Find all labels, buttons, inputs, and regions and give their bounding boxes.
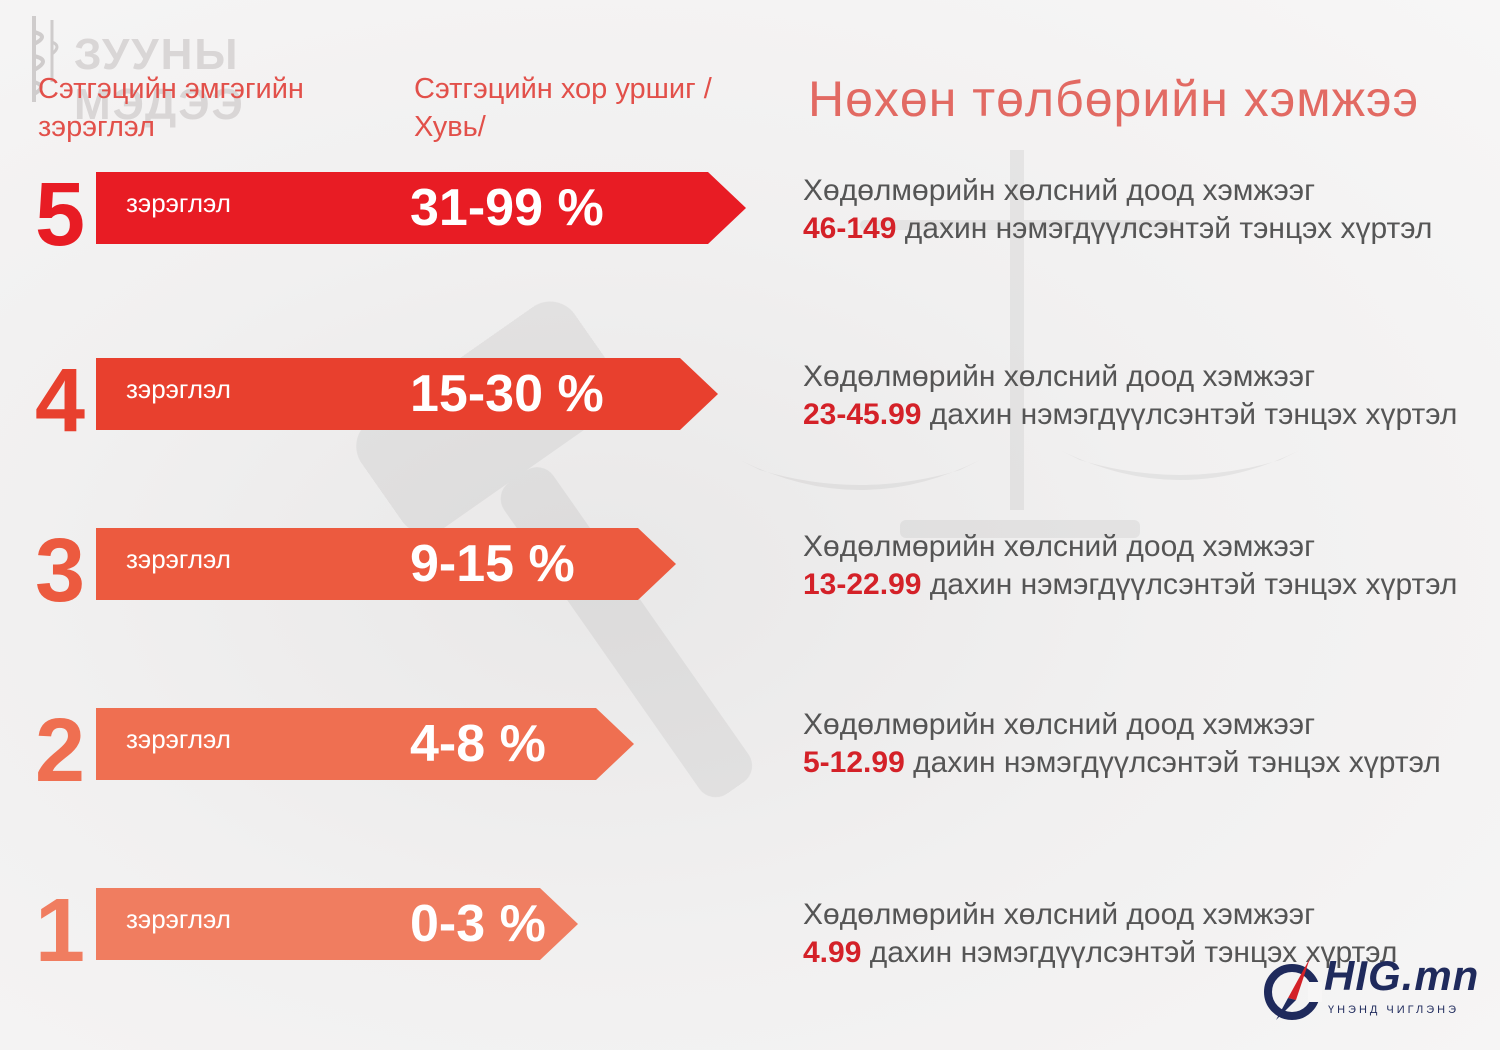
- logo-subtitle: ҮНЭНД ЧИГЛЭНЭ: [1328, 1004, 1459, 1016]
- description-line: Хөдөлмөрийн хөлсний доод хэмжээг: [803, 708, 1316, 741]
- description-line: Хөдөлмөрийн хөлсний доод хэмжээг: [803, 530, 1316, 563]
- description-line: 46-149 дахин нэмэгдүүлсэнтэй тэнцэх хүрт…: [803, 210, 1432, 248]
- level-label: зэрэглэл: [126, 374, 231, 404]
- arrow-shape: [96, 172, 746, 244]
- level-arrow: зэрэглэл 15-30 %: [96, 358, 718, 430]
- compensation-description: Хөдөлмөрийн хөлсний доод хэмжээг 23-45.99…: [803, 358, 1457, 434]
- arrow-shape: [96, 708, 634, 780]
- description-rest: дахин нэмэгдүүлсэнтэй тэнцэх хүртэл: [904, 746, 1441, 779]
- description-line: Хөдөлмөрийн хөлсний доод хэмжээг: [803, 898, 1316, 931]
- arrow-shape: [96, 888, 578, 960]
- harm-percent: 31-99 %: [410, 179, 604, 237]
- level-number: 4: [34, 351, 86, 451]
- harm-percent: 4-8 %: [410, 715, 546, 773]
- description-line: 23-45.99 дахин нэмэгдүүлсэнтэй тэнцэх хү…: [803, 396, 1457, 434]
- level-arrow: зэрэглэл 4-8 %: [96, 708, 634, 780]
- description-rest: дахин нэмэгдүүлсэнтэй тэнцэх хүртэл: [861, 936, 1398, 969]
- level-arrow: зэрэглэл 0-3 %: [96, 888, 578, 960]
- description-rest: дахин нэмэгдүүлсэнтэй тэнцэх хүртэл: [921, 568, 1458, 601]
- compensation-description: Хөдөлмөрийн хөлсний доод хэмжээг 13-22.99…: [803, 528, 1457, 604]
- header-level-column: Сэтгэцийн эмгэгийн зэрэглэл: [38, 73, 304, 143]
- compensation-description: Хөдөлмөрийн хөлсний доод хэмжээг 46-149 д…: [803, 172, 1432, 248]
- watermark-text: ЗУУНЫ МЭДЭЭ: [74, 30, 245, 129]
- compensation-multiplier: 5-12.99: [803, 746, 905, 779]
- level-label: зэрэглэл: [126, 188, 231, 218]
- level-arrow: зэрэглэл 31-99 %: [96, 172, 746, 244]
- level-row: 5 зэрэглэл 31-99 % Хөдөлмөрийн хөлсний доод…: [0, 165, 1500, 265]
- description-rest: дахин нэмэгдүүлсэнтэй тэнцэх хүртэл: [896, 212, 1433, 245]
- page-title: Нөхөн төлбөрийн хэмжээ: [808, 71, 1420, 127]
- mongolian-script-logo-icon: [32, 16, 59, 102]
- level-label: зэрэглэл: [126, 904, 231, 934]
- level-row: 3 зэрэглэл 9-15 % Хөдөлмөрийн хөлсний доод …: [0, 521, 1500, 621]
- arrow-shape: [96, 358, 718, 430]
- compensation-description: Хөдөлмөрийн хөлсний доод хэмжээг 5-12.99 …: [803, 706, 1441, 782]
- description-rest: дахин нэмэгдүүлсэнтэй тэнцэх хүртэл: [921, 398, 1458, 431]
- level-number: 2: [34, 701, 86, 801]
- level-arrow: зэрэглэл 9-15 %: [96, 528, 676, 600]
- description-line: Хөдөлмөрийн хөлсний доод хэмжээг: [803, 174, 1316, 207]
- level-number: 5: [34, 165, 86, 265]
- header-percent-column: Сэтгэцийн хор уршиг /Хувь/: [414, 73, 712, 143]
- compensation-multiplier: 13-22.99: [803, 568, 922, 601]
- level-label: зэрэглэл: [126, 724, 231, 754]
- level-label: зэрэглэл: [126, 544, 231, 574]
- compensation-multiplier: 23-45.99: [803, 398, 922, 431]
- compensation-multiplier: 46-149: [803, 212, 897, 245]
- harm-percent: 15-30 %: [410, 365, 604, 423]
- compensation-description: Хөдөлмөрийн хөлсний доод хэмжээг 4.99 дах…: [803, 896, 1397, 972]
- description-line: 4.99 дахин нэмэгдүүлсэнтэй тэнцэх хүртэл: [803, 934, 1397, 972]
- chig-logo: HIG.mn ҮНЭНД ЧИГЛЭНЭ: [1262, 950, 1482, 1030]
- level-number: 1: [34, 881, 86, 981]
- level-number: 3: [34, 521, 86, 621]
- description-line: 5-12.99 дахин нэмэгдүүлсэнтэй тэнцэх хүр…: [803, 744, 1441, 782]
- level-row: 2 зэрэглэл 4-8 % Хөдөлмөрийн хөлсний доод х…: [0, 701, 1500, 801]
- level-row: 4 зэрэглэл 15-30 % Хөдөлмөрийн хөлсний доод…: [0, 351, 1500, 451]
- description-line: Хөдөлмөрийн хөлсний доод хэмжээг: [803, 360, 1316, 393]
- harm-percent: 9-15 %: [410, 535, 575, 593]
- level-row: 1 зэрэглэл 0-3 % Хөдөлмөрийн хөлсний доод х…: [0, 881, 1500, 981]
- arrow-shape: [96, 528, 676, 600]
- harm-percent: 0-3 %: [410, 895, 546, 953]
- description-line: 13-22.99 дахин нэмэгдүүлсэнтэй тэнцэх хү…: [803, 566, 1457, 604]
- logo-text: HIG.mn: [1324, 952, 1480, 999]
- compensation-multiplier: 4.99: [803, 936, 862, 969]
- compass-logo-icon: [1264, 958, 1322, 1020]
